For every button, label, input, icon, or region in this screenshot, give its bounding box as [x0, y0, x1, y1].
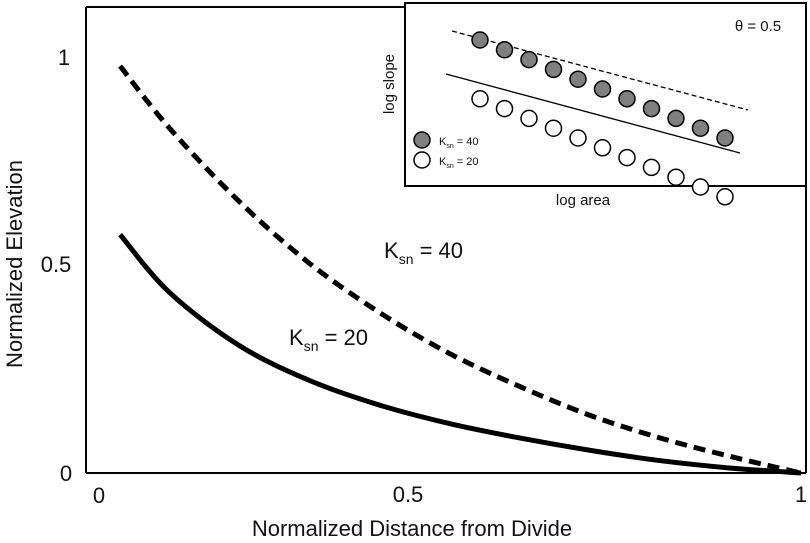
- series-line-ksn-40: [118, 64, 802, 476]
- inset-point-ksn-40-10: [691, 119, 710, 137]
- series-label-ksn-20-value: = 20: [318, 325, 368, 350]
- inset-legend-marker-ksn-40: [413, 131, 431, 149]
- inset-point-ksn-20-3: [520, 109, 538, 128]
- inset-point-ksn-20-5: [569, 129, 587, 147]
- inset-plot: θ = 0.5 log slope log area Ksn = 40 Ksn …: [381, 2, 807, 209]
- inset-annotation-theta: θ = 0.5: [735, 18, 781, 35]
- y-axis-title: Normalized Elevation: [2, 160, 27, 368]
- inset-legend-ksn-40-k: K: [439, 136, 447, 148]
- inset-points: [471, 31, 734, 206]
- y-tick-label-1: 0.5: [41, 252, 72, 277]
- x-axis-title: Normalized Distance from Divide: [252, 516, 572, 541]
- inset-legend-ksn-20-k: K: [439, 156, 447, 168]
- x-tick-label-0: 0: [93, 483, 105, 508]
- inset-point-ksn-40-9: [667, 109, 685, 128]
- inset-legend-ksn-40-sub: sn: [446, 143, 454, 150]
- inset-point-ksn-20-11: [716, 188, 734, 206]
- inset-legend-ksn-40-value: = 40: [454, 136, 479, 148]
- inset-point-ksn-40-4: [544, 60, 563, 79]
- series-label-ksn-40-sub: sn: [399, 251, 414, 267]
- inset-legend-ksn-20-value: = 20: [454, 156, 479, 168]
- y-tick-label-2: 1: [58, 45, 70, 70]
- series-label-ksn-40-value: = 40: [413, 238, 463, 263]
- inset-point-ksn-40-6: [593, 80, 612, 98]
- inset-legend-label-ksn-20: Ksn = 20: [439, 156, 479, 170]
- inset-point-ksn-40-2: [495, 41, 514, 59]
- inset-point-ksn-40-8: [642, 99, 661, 118]
- inset-point-ksn-20-6: [593, 139, 612, 157]
- inset-x-axis-title: log area: [556, 192, 611, 209]
- inset-point-ksn-40-1: [471, 31, 489, 49]
- inset-point-ksn-40-3: [520, 50, 538, 69]
- series-label-ksn-20-k: K: [289, 325, 304, 350]
- inset-point-ksn-20-2: [495, 99, 514, 118]
- inset-legend-ksn-20-sub: sn: [446, 163, 454, 170]
- inset-point-ksn-40-11: [716, 129, 734, 147]
- inset-point-ksn-20-9: [667, 168, 685, 186]
- inset-legend-label-ksn-40: Ksn = 40: [439, 136, 479, 150]
- inset-point-ksn-40-7: [618, 90, 636, 108]
- inset-point-ksn-20-1: [471, 90, 489, 108]
- series-label-ksn-20: Ksn = 20: [289, 325, 368, 354]
- inset-fit-line-ksn-20: [445, 73, 741, 154]
- inset-point-ksn-20-7: [618, 148, 636, 167]
- inset-legend-marker-ksn-20: [413, 151, 431, 169]
- series-label-ksn-40-k: K: [384, 238, 399, 263]
- series-label-ksn-20-sub: sn: [304, 338, 319, 354]
- series-line-ksn-20: [118, 232, 802, 476]
- inset-point-ksn-20-4: [544, 119, 563, 137]
- series-label-ksn-40: Ksn = 40: [384, 238, 463, 267]
- inset-point-ksn-20-8: [642, 158, 661, 177]
- inset-point-ksn-40-5: [569, 70, 587, 88]
- inset-point-ksn-20-10: [691, 178, 710, 196]
- x-tick-label-2: 1: [795, 482, 807, 507]
- inset-y-axis-title: log slope: [381, 54, 398, 114]
- x-tick-label-1: 0.5: [393, 482, 424, 507]
- y-tick-label-0: 0: [60, 461, 72, 486]
